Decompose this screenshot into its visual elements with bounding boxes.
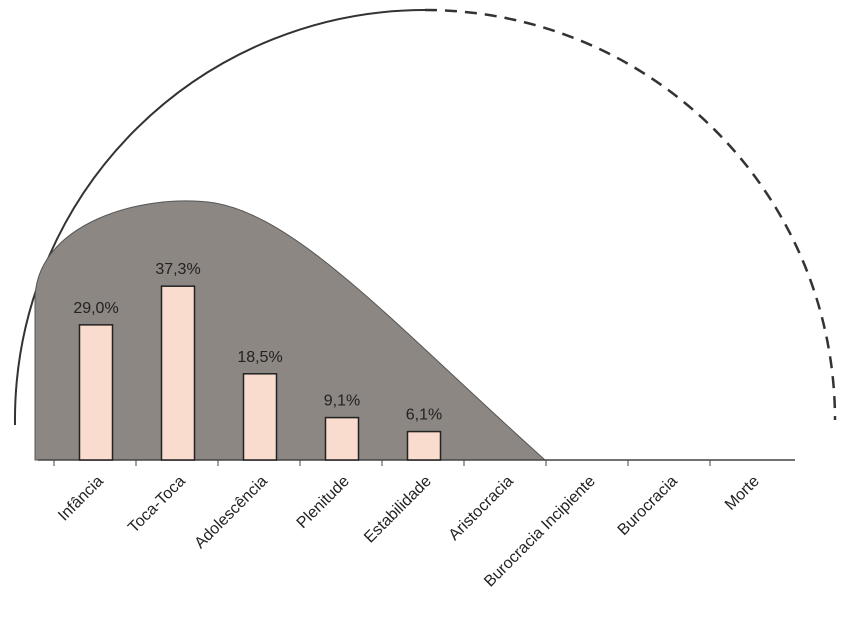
x-tick-label: Burocracia — [615, 473, 681, 539]
x-tick-label: Aristocracia — [446, 473, 517, 544]
value-label: 37,3% — [155, 261, 200, 278]
life-arc-dashed — [424, 8, 837, 421]
value-label: 29,0% — [73, 300, 118, 317]
bar — [160, 285, 196, 461]
x-tick-label: Infância — [55, 473, 107, 525]
bar — [406, 430, 442, 461]
bar — [324, 416, 360, 461]
life-arc — [13, 9, 426, 426]
bar — [78, 324, 114, 461]
x-tick-label: Estabilidade — [361, 473, 435, 547]
value-label: 9,1% — [324, 393, 360, 410]
x-tick-label: Morte — [722, 473, 763, 514]
bar — [242, 373, 278, 461]
x-tick-label: Adolescência — [192, 473, 271, 552]
value-label: 6,1% — [406, 407, 442, 424]
value-label: 18,5% — [237, 349, 282, 366]
x-tick-label: Plenitude — [294, 473, 353, 532]
x-tick-label: Toca-Toca — [125, 473, 189, 537]
